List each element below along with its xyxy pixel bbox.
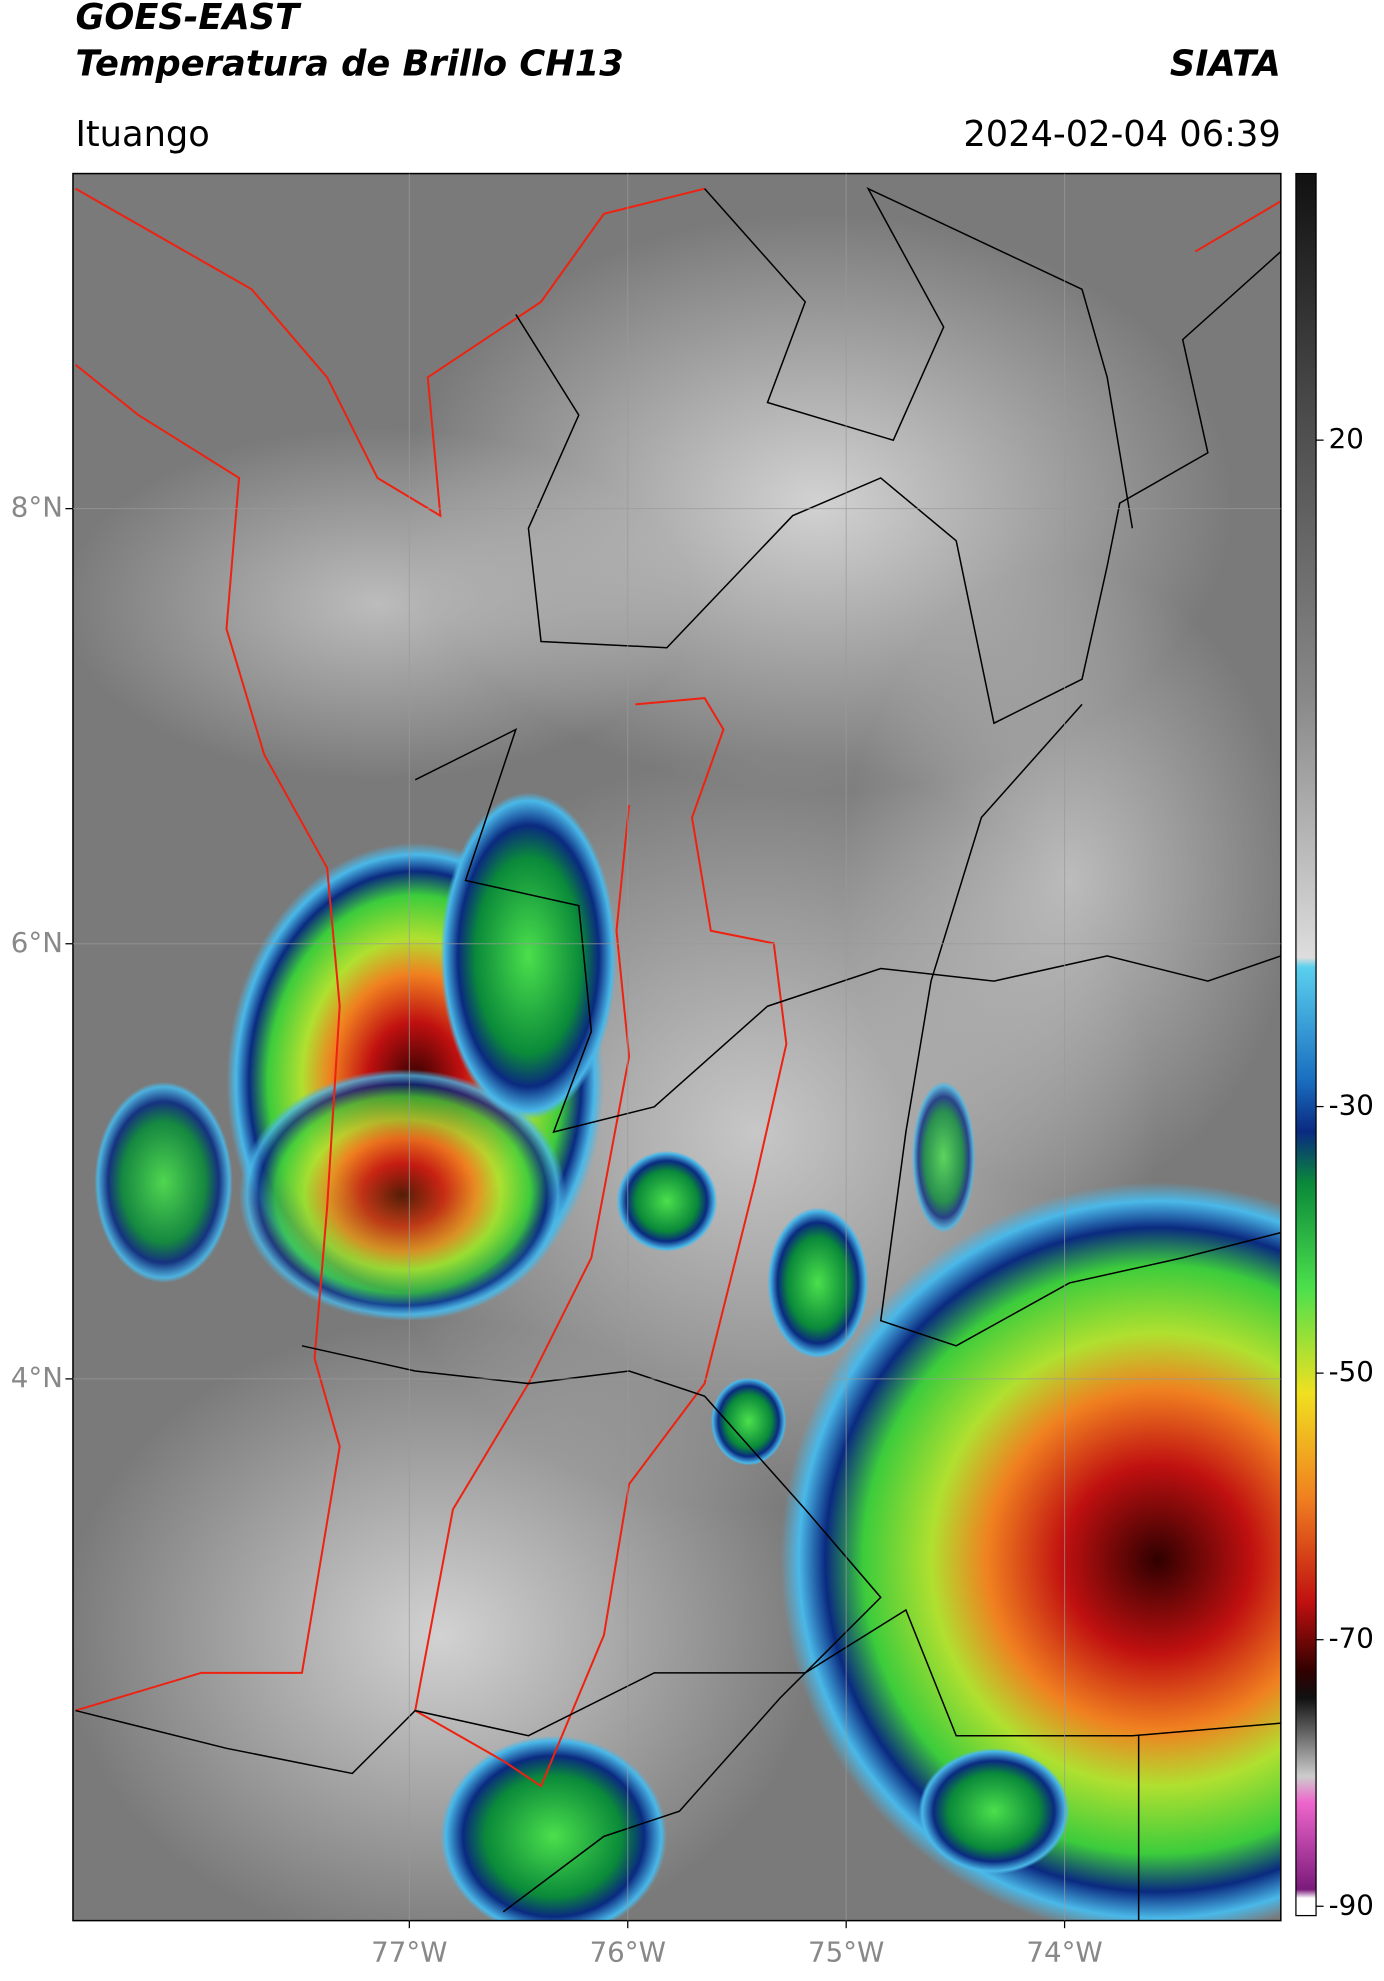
y-tick-label: 4°N — [11, 1361, 63, 1394]
map-frame — [72, 172, 1282, 1922]
colorbar-label: 20 — [1329, 422, 1364, 455]
timestamp: 2024-02-04 06:39 — [963, 114, 1280, 155]
subtitle: Temperatura de Brillo CH13 — [75, 43, 623, 84]
x-tick-label: 76°W — [590, 1935, 666, 1968]
x-tick-label: 77°W — [371, 1935, 447, 1968]
brand: SIATA — [1170, 43, 1281, 84]
colorbar — [1295, 172, 1317, 1917]
colorbar-label: -50 — [1329, 1355, 1374, 1388]
location: Ituango — [75, 114, 209, 155]
x-tick-label: 74°W — [1026, 1935, 1102, 1968]
y-tick-label: 8°N — [11, 491, 63, 524]
colorbar-label: -90 — [1329, 1888, 1374, 1921]
title: GOES-EAST — [75, 0, 302, 38]
colorbar-label: -70 — [1329, 1622, 1374, 1655]
satellite-image — [72, 173, 1281, 1921]
x-tick-label: 75°W — [808, 1935, 884, 1968]
colorbar-label: -30 — [1329, 1089, 1374, 1122]
y-tick-label: 6°N — [11, 926, 63, 959]
